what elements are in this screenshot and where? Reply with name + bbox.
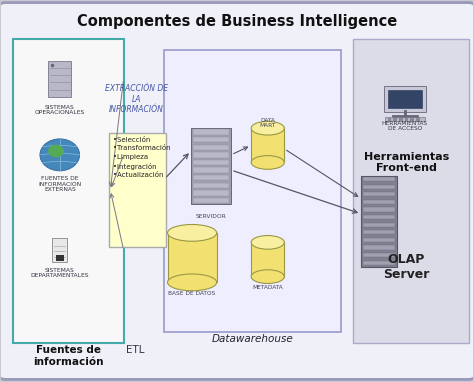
FancyBboxPatch shape — [388, 119, 392, 120]
Text: Herramientas
Front-end: Herramientas Front-end — [364, 152, 449, 173]
FancyBboxPatch shape — [48, 61, 71, 97]
FancyBboxPatch shape — [404, 119, 408, 120]
FancyBboxPatch shape — [388, 118, 392, 119]
FancyBboxPatch shape — [363, 207, 395, 212]
FancyBboxPatch shape — [410, 118, 414, 119]
FancyBboxPatch shape — [363, 230, 395, 235]
FancyBboxPatch shape — [363, 245, 395, 249]
Ellipse shape — [251, 236, 284, 249]
FancyBboxPatch shape — [191, 128, 231, 204]
Text: SERVIDOR: SERVIDOR — [196, 214, 227, 219]
FancyBboxPatch shape — [384, 86, 426, 112]
FancyBboxPatch shape — [410, 120, 414, 121]
Text: METADATA: METADATA — [252, 285, 283, 290]
FancyBboxPatch shape — [193, 175, 229, 180]
FancyBboxPatch shape — [416, 120, 419, 121]
Ellipse shape — [251, 121, 284, 135]
FancyBboxPatch shape — [0, 3, 474, 379]
FancyBboxPatch shape — [193, 144, 229, 150]
Text: Datawarehouse: Datawarehouse — [211, 334, 293, 344]
FancyBboxPatch shape — [363, 253, 395, 257]
Text: ETL: ETL — [126, 345, 145, 355]
FancyBboxPatch shape — [193, 190, 229, 196]
Text: HERRAMIENTAS
DE ACCESO: HERRAMIENTAS DE ACCESO — [382, 121, 428, 131]
Ellipse shape — [251, 270, 284, 283]
Text: OLAP
Server: OLAP Server — [383, 253, 429, 281]
FancyBboxPatch shape — [363, 177, 395, 181]
FancyBboxPatch shape — [410, 119, 414, 120]
FancyBboxPatch shape — [404, 118, 408, 119]
FancyBboxPatch shape — [361, 176, 397, 267]
FancyBboxPatch shape — [363, 215, 395, 219]
FancyBboxPatch shape — [56, 255, 64, 261]
FancyBboxPatch shape — [193, 152, 229, 157]
Text: Fuentes de
información: Fuentes de información — [33, 345, 103, 367]
Circle shape — [40, 139, 80, 171]
FancyBboxPatch shape — [393, 118, 397, 119]
FancyBboxPatch shape — [399, 118, 402, 119]
Text: •Selección
•Transformación
•Limpieza
•Integración
•Actualización: •Selección •Transformación •Limpieza •In… — [113, 137, 171, 178]
FancyBboxPatch shape — [193, 167, 229, 173]
FancyBboxPatch shape — [388, 120, 392, 121]
Circle shape — [48, 145, 64, 157]
FancyBboxPatch shape — [52, 238, 67, 262]
FancyBboxPatch shape — [193, 129, 229, 135]
FancyBboxPatch shape — [399, 120, 402, 121]
FancyBboxPatch shape — [363, 223, 395, 227]
FancyBboxPatch shape — [363, 192, 395, 196]
Polygon shape — [167, 233, 217, 282]
FancyBboxPatch shape — [363, 185, 395, 189]
Text: Componentes de Business Intelligence: Componentes de Business Intelligence — [77, 14, 397, 29]
FancyBboxPatch shape — [363, 200, 395, 204]
FancyBboxPatch shape — [416, 118, 419, 119]
FancyBboxPatch shape — [385, 117, 425, 121]
Ellipse shape — [167, 225, 217, 241]
FancyBboxPatch shape — [363, 238, 395, 242]
Text: FUENTES DE
INFORMACIÓN
EXTERNAS: FUENTES DE INFORMACIÓN EXTERNAS — [38, 176, 82, 193]
FancyBboxPatch shape — [109, 133, 166, 247]
FancyBboxPatch shape — [193, 137, 229, 142]
Text: EXTRACCIÓN DE
LA
INFORMACIÓN: EXTRACCIÓN DE LA INFORMACIÓN — [105, 84, 168, 114]
Text: SISTEMAS
OPERACIONALES: SISTEMAS OPERACIONALES — [35, 105, 85, 115]
FancyBboxPatch shape — [12, 39, 124, 343]
Ellipse shape — [251, 155, 284, 169]
FancyBboxPatch shape — [164, 50, 341, 332]
Text: BASE DE DATOS: BASE DE DATOS — [168, 291, 216, 296]
Text: SISTEMAS
DEPARTAMENTALES: SISTEMAS DEPARTAMENTALES — [30, 267, 89, 278]
FancyBboxPatch shape — [193, 183, 229, 188]
FancyBboxPatch shape — [399, 119, 402, 120]
Ellipse shape — [167, 274, 217, 291]
FancyBboxPatch shape — [416, 119, 419, 120]
Polygon shape — [251, 128, 284, 162]
FancyBboxPatch shape — [353, 39, 469, 343]
FancyBboxPatch shape — [193, 160, 229, 165]
Polygon shape — [251, 243, 284, 277]
FancyBboxPatch shape — [404, 120, 408, 121]
FancyBboxPatch shape — [393, 119, 397, 120]
FancyBboxPatch shape — [393, 120, 397, 121]
FancyBboxPatch shape — [388, 90, 422, 108]
FancyBboxPatch shape — [193, 198, 229, 203]
Text: DATA
MART: DATA MART — [260, 118, 276, 128]
FancyBboxPatch shape — [363, 261, 395, 265]
